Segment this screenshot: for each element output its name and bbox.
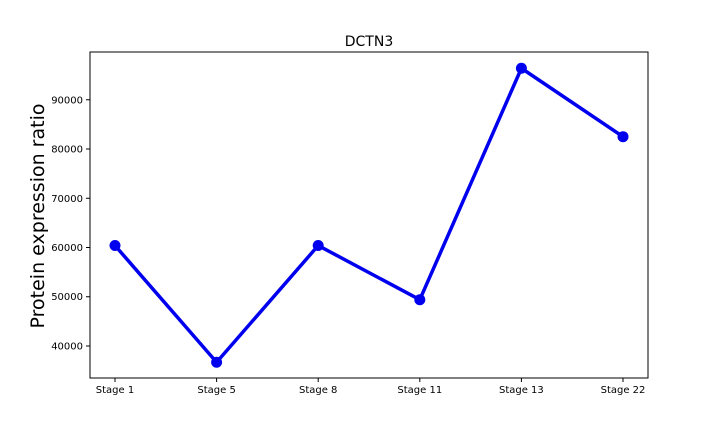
y-tick-label: 40000 (51, 341, 83, 352)
data-point (109, 240, 121, 252)
series-group (109, 62, 629, 368)
plot-frame (89, 51, 649, 379)
series-line (113, 66, 624, 364)
y-tick-label: 50000 (51, 292, 83, 303)
data-point (312, 240, 324, 252)
x-tick-label: Stage 5 (197, 385, 235, 396)
y-tick-label: 60000 (51, 243, 83, 254)
y-tick-label: 90000 (51, 95, 83, 106)
data-point (617, 131, 629, 143)
data-point (414, 294, 426, 306)
y-axis-label: Protein expression ratio (27, 104, 49, 329)
y-tick-label: 80000 (51, 145, 83, 156)
x-axis: Stage 1 Stage 5 Stage 8 Stage 11 Stage 13 Sta… (96, 378, 646, 396)
x-tick-label: Stage 11 (397, 385, 442, 396)
x-tick-label: Stage 1 (96, 385, 134, 396)
data-point (515, 62, 527, 74)
y-tick-label: 70000 (51, 194, 83, 205)
x-tick-label: Stage 13 (499, 385, 544, 396)
y-axis: 40000 50000 60000 70000 80000 90000 (51, 95, 90, 352)
data-point (211, 356, 223, 368)
x-tick-label: Stage 22 (601, 385, 646, 396)
chart-title: DCTN3 (345, 34, 394, 50)
x-tick-label: Stage 8 (299, 385, 337, 396)
